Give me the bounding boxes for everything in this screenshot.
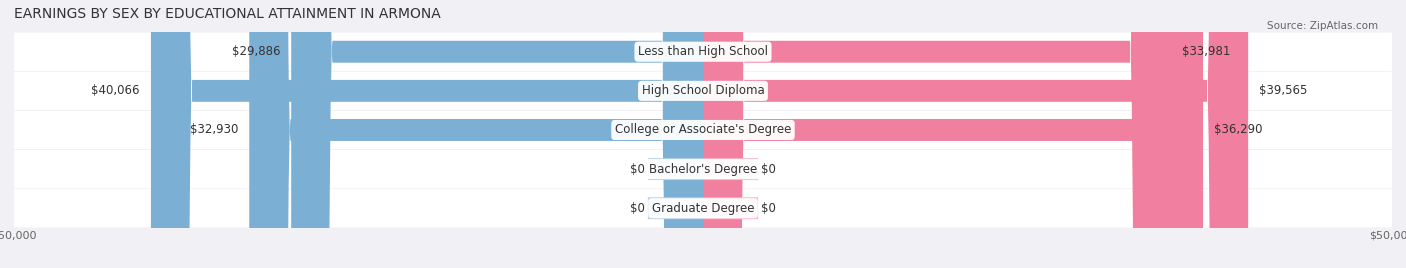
Text: Bachelor's Degree: Bachelor's Degree: [650, 163, 756, 176]
Text: Graduate Degree: Graduate Degree: [652, 202, 754, 215]
FancyBboxPatch shape: [648, 197, 703, 219]
FancyBboxPatch shape: [150, 0, 703, 268]
Text: $33,981: $33,981: [1182, 45, 1230, 58]
Text: $36,290: $36,290: [1213, 124, 1263, 136]
Text: $39,565: $39,565: [1260, 84, 1308, 97]
FancyBboxPatch shape: [14, 72, 1392, 110]
Text: EARNINGS BY SEX BY EDUCATIONAL ATTAINMENT IN ARMONA: EARNINGS BY SEX BY EDUCATIONAL ATTAINMEN…: [14, 7, 441, 21]
FancyBboxPatch shape: [249, 0, 703, 268]
Text: $32,930: $32,930: [190, 124, 238, 136]
Text: $0: $0: [630, 163, 645, 176]
Text: $40,066: $40,066: [91, 84, 141, 97]
FancyBboxPatch shape: [14, 189, 1392, 228]
Legend: Male, Female: Male, Female: [633, 267, 773, 268]
FancyBboxPatch shape: [291, 0, 703, 268]
FancyBboxPatch shape: [14, 32, 1392, 71]
Text: Less than High School: Less than High School: [638, 45, 768, 58]
Text: $0: $0: [761, 202, 776, 215]
Text: Source: ZipAtlas.com: Source: ZipAtlas.com: [1267, 21, 1378, 31]
FancyBboxPatch shape: [703, 0, 1171, 268]
FancyBboxPatch shape: [703, 197, 758, 219]
Text: $0: $0: [630, 202, 645, 215]
FancyBboxPatch shape: [703, 0, 1204, 268]
Text: $0: $0: [761, 163, 776, 176]
FancyBboxPatch shape: [703, 0, 1249, 268]
FancyBboxPatch shape: [14, 150, 1392, 188]
FancyBboxPatch shape: [648, 158, 703, 180]
Text: High School Diploma: High School Diploma: [641, 84, 765, 97]
Text: $29,886: $29,886: [232, 45, 280, 58]
FancyBboxPatch shape: [14, 111, 1392, 149]
FancyBboxPatch shape: [703, 158, 758, 180]
Text: College or Associate's Degree: College or Associate's Degree: [614, 124, 792, 136]
